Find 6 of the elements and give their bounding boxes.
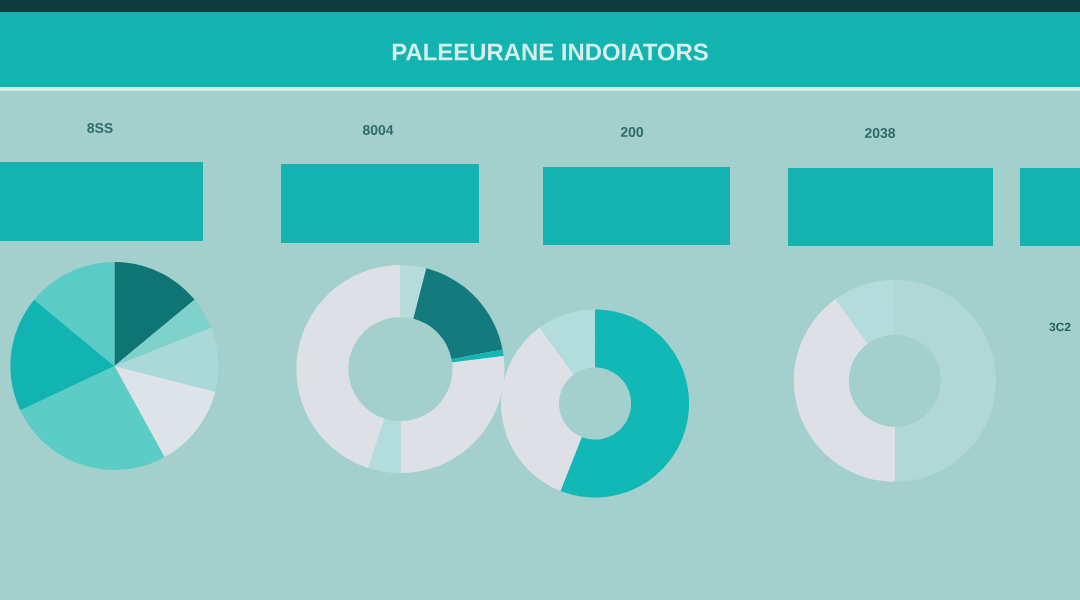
chart-subtitle: 8004 (362, 125, 394, 135)
chart-subtitle: 2038 (864, 128, 896, 138)
text: PALEEURANE INDOIATORS (392, 43, 708, 61)
chart-subtitle: 8SS (87, 123, 113, 133)
chart-subtitle: 200 (620, 127, 644, 137)
text: 3C2 (1049, 322, 1071, 332)
